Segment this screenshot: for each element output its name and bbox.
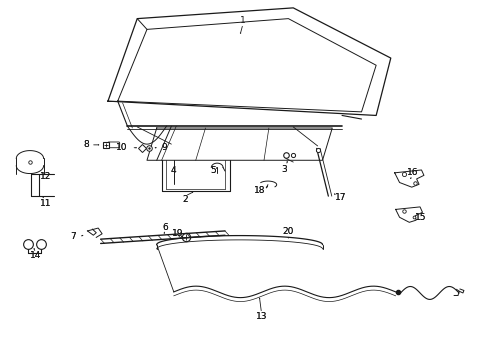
Text: 6: 6 xyxy=(163,223,168,232)
Text: 19: 19 xyxy=(171,229,183,238)
Text: 19: 19 xyxy=(171,229,183,238)
Text: 14: 14 xyxy=(30,251,41,260)
Text: 18: 18 xyxy=(254,186,265,195)
Text: 16: 16 xyxy=(406,168,418,177)
Text: 3: 3 xyxy=(281,165,287,174)
Text: 17: 17 xyxy=(335,193,346,202)
Text: 9: 9 xyxy=(161,143,166,152)
Text: 5: 5 xyxy=(209,166,215,175)
Text: 20: 20 xyxy=(282,227,293,236)
FancyBboxPatch shape xyxy=(108,142,120,148)
Text: 3: 3 xyxy=(281,165,287,174)
Text: 16: 16 xyxy=(406,168,418,177)
Text: 13: 13 xyxy=(255,312,267,321)
Text: 7: 7 xyxy=(70,232,76,241)
Text: 15: 15 xyxy=(414,213,426,222)
Text: 11: 11 xyxy=(40,199,51,208)
Text: 8: 8 xyxy=(83,140,89,149)
Text: 17: 17 xyxy=(335,193,346,202)
Text: 9: 9 xyxy=(161,143,166,152)
Text: 8: 8 xyxy=(83,140,89,149)
Text: 7: 7 xyxy=(70,232,76,241)
Text: 2: 2 xyxy=(182,195,187,204)
Text: 20: 20 xyxy=(282,228,293,237)
Text: 4: 4 xyxy=(171,166,176,175)
Text: 15: 15 xyxy=(414,213,426,222)
Text: 6: 6 xyxy=(163,223,168,232)
Text: 2: 2 xyxy=(182,195,187,204)
Text: 13: 13 xyxy=(255,312,267,321)
Text: 10: 10 xyxy=(116,143,127,152)
Text: 14: 14 xyxy=(30,251,41,260)
Text: 18: 18 xyxy=(254,186,265,195)
Text: 11: 11 xyxy=(40,199,51,208)
Text: 10: 10 xyxy=(116,143,127,152)
Text: 5: 5 xyxy=(209,166,215,175)
Text: 12: 12 xyxy=(40,172,51,181)
Text: 1: 1 xyxy=(240,16,245,25)
Text: 4: 4 xyxy=(171,166,176,175)
Text: 12: 12 xyxy=(40,172,51,181)
